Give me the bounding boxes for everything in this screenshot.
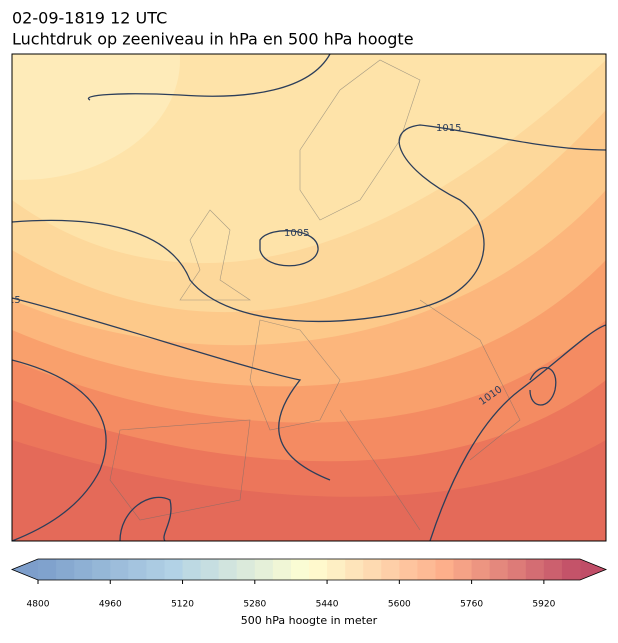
colorbar-extend [12, 559, 38, 580]
contour-label: 1015 [436, 123, 461, 134]
colorbar-segment [345, 559, 364, 580]
colorbar-segment [92, 559, 111, 580]
colorbar-segment [236, 559, 256, 580]
colorbar-segment [435, 559, 455, 580]
colorbar-segment [417, 559, 436, 580]
colorbar-segment [110, 559, 129, 580]
colorbar-tick-label: 5120 [171, 600, 194, 610]
colorbar-segment [507, 559, 527, 580]
contour-label: 15 [8, 295, 21, 306]
colorbar-segment [381, 559, 400, 580]
colorbar-segment [489, 559, 509, 580]
colorbar-segment [453, 559, 473, 580]
colorbar-tick-label: 4800 [27, 600, 50, 610]
colorbar-segment [327, 559, 346, 580]
colorbar-segment [272, 559, 292, 580]
colorbar-label: 500 hPa hoogte in meter [241, 614, 378, 627]
colorbar-segment [218, 559, 238, 580]
colorbar-segment [561, 559, 581, 580]
map-title: Luchtdruk op zeeniveau in hPa en 500 hPa… [12, 30, 414, 49]
colorbar-segment [399, 559, 418, 580]
contour-label: 1005 [284, 228, 309, 239]
colorbar-segment [525, 559, 545, 580]
colorbar-tick-label: 5760 [460, 600, 483, 610]
colorbar-tick-label: 5920 [532, 600, 555, 610]
map-frame [11, 53, 607, 542]
colorbar-segment [254, 559, 274, 580]
colorbar-extend [580, 559, 606, 580]
colorbar-tick-label: 5280 [243, 600, 266, 610]
colorbar-segment [200, 559, 220, 580]
colorbar-segment [128, 559, 147, 580]
map: 1015 1005 1010 15 [8, 54, 606, 541]
colorbar-segment [290, 559, 310, 580]
colorbar-tick-label: 4960 [99, 600, 122, 610]
colorbar-segment [56, 559, 75, 580]
colorbar-segment [182, 559, 202, 580]
colorbar-tick-label: 5440 [316, 600, 339, 610]
date-title: 02-09-1819 12 UTC [12, 9, 167, 28]
colorbar-segment [543, 559, 563, 580]
colorbar-segment [471, 559, 491, 580]
colorbar-segment [363, 559, 382, 580]
colorbar-segment [146, 559, 165, 580]
colorbar-tick-label: 5600 [388, 600, 411, 610]
colorbar-segment [164, 559, 184, 580]
colorbar-segment [74, 559, 93, 580]
colorbar-segment [309, 559, 328, 580]
colorbar: 4800 4960 5120 5280 5440 5600 5760 5920 [10, 558, 608, 610]
colorbar-segment [38, 559, 57, 580]
